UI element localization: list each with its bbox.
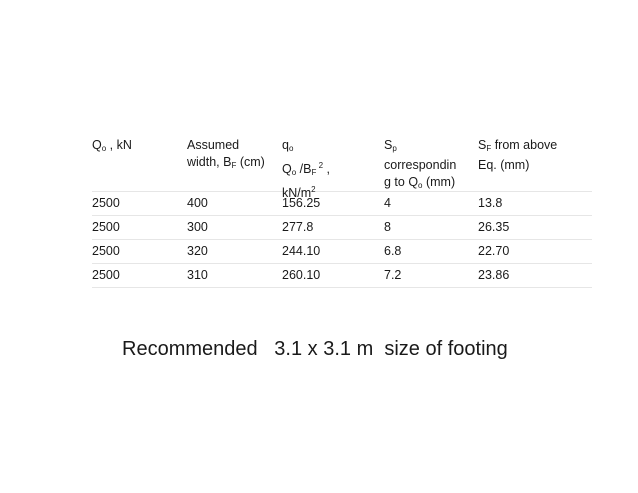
table-row: 2500 320 244.10 6.8 22.70 xyxy=(92,240,592,264)
table-cell: 300 xyxy=(187,220,208,234)
subscript: F xyxy=(311,168,317,177)
superscript: 2 xyxy=(311,185,316,194)
table-cell: 156.25 xyxy=(282,196,321,210)
table-row: 2500 400 156.25 4 13.8 xyxy=(92,192,592,216)
table-header-row: Qo , kN Assumed width, BF (cm) qo Qo /BF 2… xyxy=(92,133,592,200)
table-row: 2500 310 260.10 7.2 23.86 xyxy=(92,264,592,288)
recommendation-text: Recommended 3.1 x 3.1 m size of footing xyxy=(122,338,508,360)
table-cell: 22.70 xyxy=(478,244,510,258)
table-cell: 277.8 xyxy=(282,220,314,234)
table-cell: 13.8 xyxy=(478,196,503,210)
table-cell: 8 xyxy=(384,220,391,234)
footing-size-table: Qo , kN Assumed width, BF (cm) qo Qo /BF 2… xyxy=(92,133,592,288)
header-text: , kN xyxy=(106,138,132,152)
table-cell: 6.8 xyxy=(384,244,402,258)
table-cell: 4 xyxy=(384,196,391,210)
header-pressure: qo Qo /BF 2 , kN/m2 xyxy=(282,137,330,202)
subscript: F xyxy=(486,144,492,153)
table-cell: 2500 xyxy=(92,268,120,282)
header-text: g to Q xyxy=(384,175,419,189)
header-text: width, B xyxy=(187,155,232,169)
header-text: q xyxy=(282,138,289,152)
subscript: o xyxy=(291,168,297,177)
header-settlement-plate: Sp correspondin g to Qo (mm) xyxy=(384,137,456,194)
subscript: F xyxy=(231,161,237,170)
header-text: S xyxy=(384,138,393,152)
header-text: S xyxy=(478,138,487,152)
table-cell: 26.35 xyxy=(478,220,510,234)
header-text: /B xyxy=(296,162,312,176)
header-text: from above xyxy=(491,138,558,152)
header-text: Q xyxy=(282,162,292,176)
subscript: o xyxy=(101,144,107,153)
header-text: , xyxy=(323,162,330,176)
header-text: (mm) xyxy=(422,175,456,189)
superscript: 2 xyxy=(316,161,324,170)
header-load: Qo , kN xyxy=(92,137,132,157)
header-text: Assumed xyxy=(187,138,240,152)
header-text: Eq. (mm) xyxy=(478,158,530,172)
table-cell: 23.86 xyxy=(478,268,510,282)
subscript: p xyxy=(392,144,397,153)
header-settlement-footing: SF from above Eq. (mm) xyxy=(478,137,557,174)
table-cell: 7.2 xyxy=(384,268,402,282)
header-text: correspondin xyxy=(384,158,457,172)
table-cell: 2500 xyxy=(92,220,120,234)
table-cell: 2500 xyxy=(92,196,120,210)
header-text: kN/m xyxy=(282,186,312,200)
table-cell: 310 xyxy=(187,268,208,282)
header-text: Q xyxy=(92,138,102,152)
header-assumed-width: Assumed width, BF (cm) xyxy=(187,137,265,174)
table-cell: 400 xyxy=(187,196,208,210)
table-cell: 2500 xyxy=(92,244,120,258)
table-cell: 260.10 xyxy=(282,268,321,282)
table-cell: 244.10 xyxy=(282,244,321,258)
table-cell: 320 xyxy=(187,244,208,258)
header-text: (cm) xyxy=(236,155,265,169)
subscript: o xyxy=(288,144,294,153)
subscript: o xyxy=(418,181,423,190)
table-row: 2500 300 277.8 8 26.35 xyxy=(92,216,592,240)
